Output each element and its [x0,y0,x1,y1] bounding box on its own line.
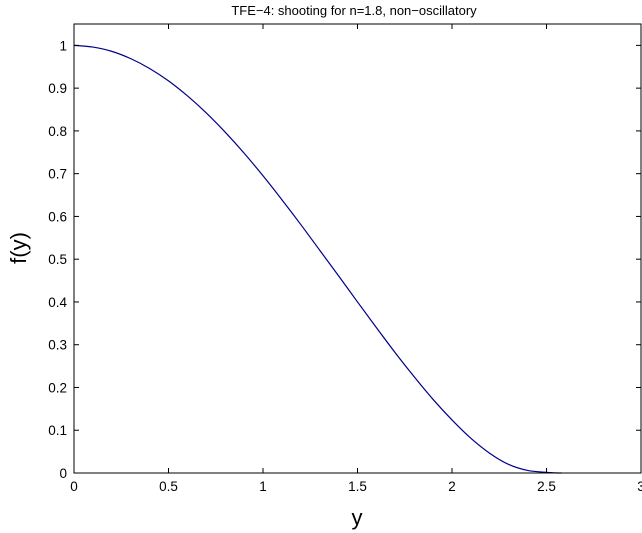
y-tick-label: 0.9 [48,81,67,96]
x-tick-label: 1 [259,479,267,494]
y-tick-label: 0.6 [48,209,67,224]
x-tick-label: 0 [70,479,78,494]
y-tick-label: 0 [59,466,67,481]
x-tick-label: 3 [637,479,642,494]
y-tick-label: 0.8 [48,124,67,139]
x-tick-label: 1.5 [348,479,367,494]
series-line [73,44,562,474]
y-tick-label: 0.5 [48,252,67,267]
chart-title: TFE−4: shooting for n=1.8, non−oscillato… [231,3,477,18]
y-tick-label: 0.2 [48,380,67,395]
plot-frame [73,23,642,474]
y-tick-label: 0.4 [48,295,67,310]
x-tick-label: 2.5 [537,479,556,494]
x-tick-label: 2 [448,479,456,494]
y-tick-label: 0.3 [48,338,67,353]
x-tick-label: 0.5 [159,479,178,494]
y-axis-label: f(y) [6,232,31,264]
y-tick-label: 0.7 [48,167,67,182]
y-tick-label: 1 [59,38,67,53]
y-tick-label: 0.1 [48,423,67,438]
x-axis-label: y [352,505,363,530]
